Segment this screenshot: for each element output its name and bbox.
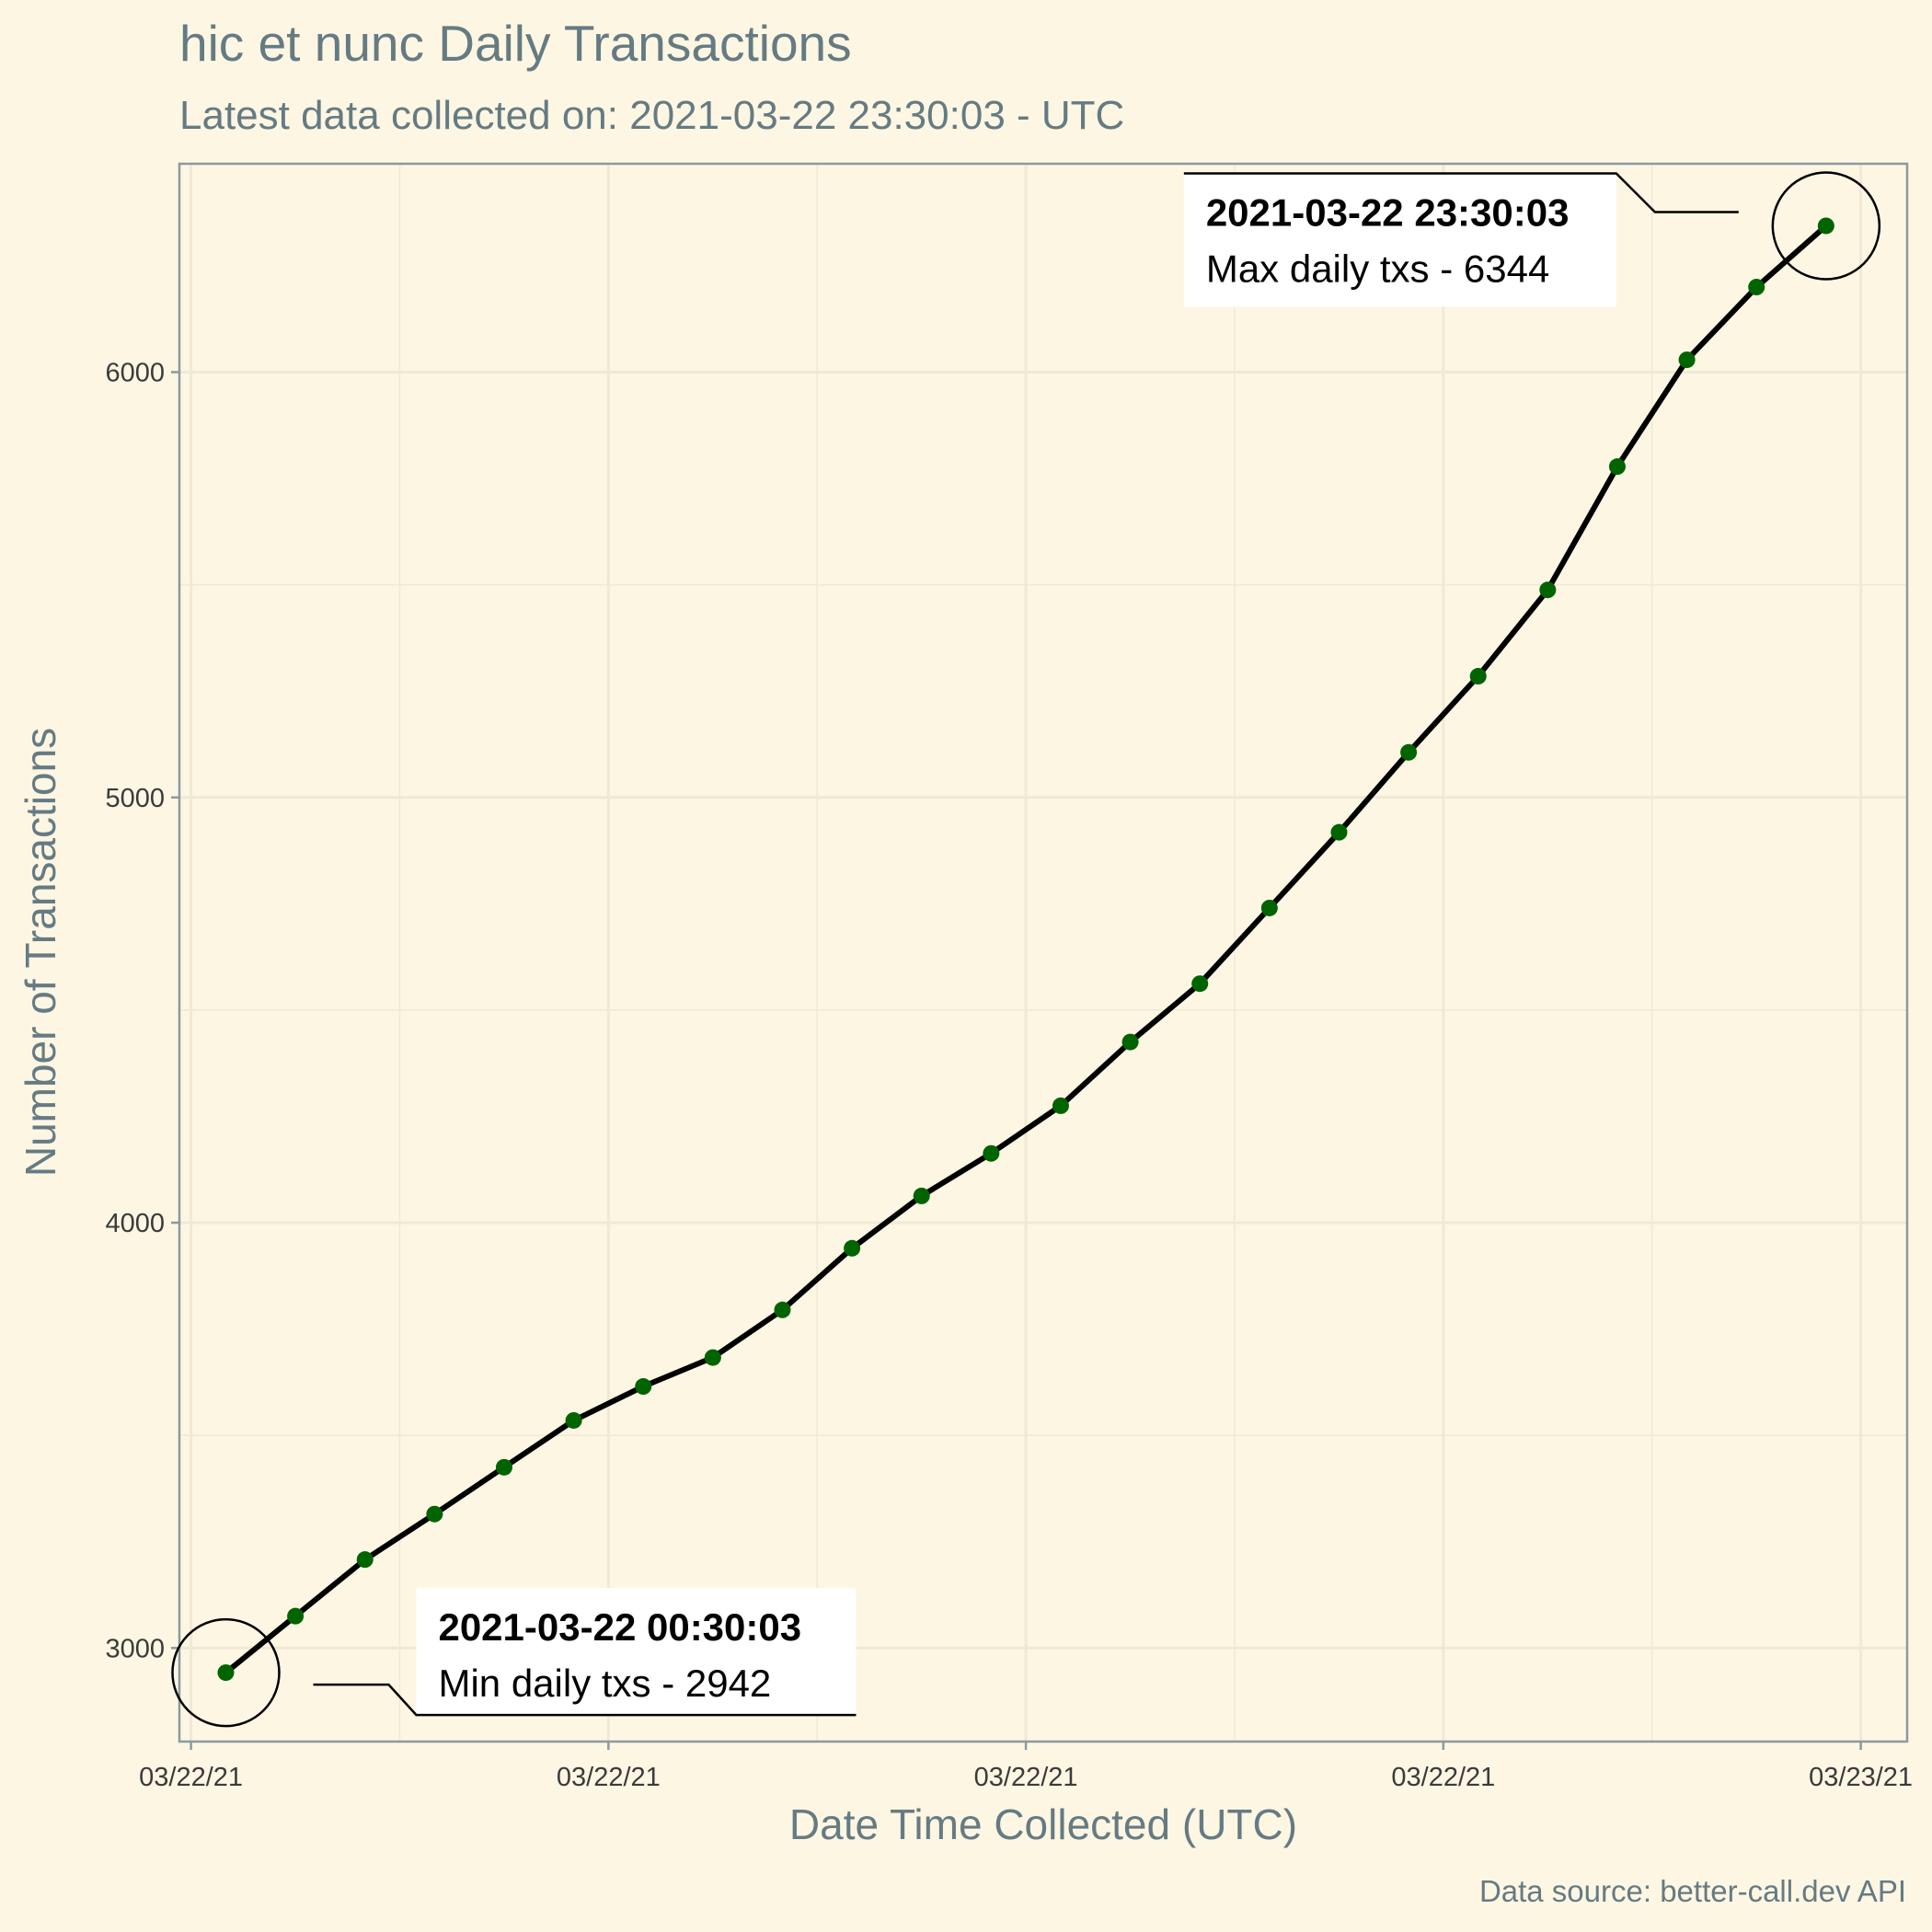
chart-subtitle: Latest data collected on: 2021-03-22 23:… bbox=[179, 93, 1124, 138]
chart-caption: Data source: better-call.dev API bbox=[1479, 1874, 1906, 1908]
min-label-value: Min daily txs - 2942 bbox=[438, 1662, 771, 1705]
max-label-value: Max daily txs - 6344 bbox=[1206, 247, 1550, 290]
data-point bbox=[356, 1551, 374, 1569]
min-label-timestamp: 2021-03-22 00:30:03 bbox=[438, 1605, 801, 1649]
data-point bbox=[1469, 668, 1487, 685]
data-point bbox=[1191, 975, 1209, 993]
max-label-box bbox=[1183, 173, 1616, 307]
panel-border bbox=[178, 162, 1909, 1743]
data-point bbox=[217, 1664, 235, 1682]
data-point bbox=[1400, 743, 1418, 761]
y-tick-label: 6000 bbox=[105, 359, 165, 388]
y-tick-label: 3000 bbox=[105, 1634, 165, 1663]
data-point bbox=[1330, 823, 1348, 841]
grid-lines bbox=[179, 164, 1907, 1742]
x-axis-title: Date Time Collected (UTC) bbox=[789, 1800, 1297, 1848]
data-point bbox=[1817, 217, 1834, 235]
max-label-timestamp: 2021-03-22 23:30:03 bbox=[1206, 190, 1570, 234]
y-axis-tick-labels: 3000 4000 5000 6000 bbox=[105, 359, 165, 1664]
x-axis-tick-labels: 03/22/21 03/22/21 03/22/21 03/22/21 03/23/21 bbox=[139, 1763, 1913, 1792]
data-point bbox=[983, 1144, 1000, 1162]
data-point bbox=[1608, 458, 1626, 476]
data-point bbox=[774, 1301, 791, 1318]
x-tick-label: 03/22/21 bbox=[139, 1763, 243, 1792]
max-label-connector bbox=[1183, 172, 1739, 213]
annotations: 2021-03-22 00:30:03 Min daily txs - 2942 2… bbox=[171, 171, 1881, 1728]
data-point bbox=[1121, 1033, 1139, 1051]
min-label-box bbox=[416, 1588, 857, 1716]
x-tick-label: 03/22/21 bbox=[974, 1763, 1078, 1792]
data-point bbox=[1748, 279, 1765, 296]
data-point bbox=[1539, 581, 1557, 599]
data-point bbox=[426, 1505, 443, 1523]
series-line bbox=[224, 224, 1828, 1675]
x-tick-label: 03/22/21 bbox=[557, 1763, 661, 1792]
data-point bbox=[1260, 899, 1278, 916]
x-tick-label: 03/23/21 bbox=[1809, 1763, 1913, 1792]
y-tick-label: 5000 bbox=[105, 784, 165, 813]
series-points bbox=[217, 217, 1834, 1682]
data-point bbox=[1678, 351, 1696, 369]
min-highlight-circle bbox=[171, 1617, 281, 1728]
data-point bbox=[913, 1187, 930, 1204]
max-highlight-circle bbox=[1771, 171, 1881, 281]
data-point bbox=[844, 1239, 861, 1257]
chart-title: hic et nunc Daily Transactions bbox=[179, 15, 852, 72]
data-point bbox=[495, 1458, 512, 1476]
x-tick-label: 03/22/21 bbox=[1391, 1763, 1495, 1792]
data-point bbox=[287, 1607, 305, 1625]
data-point bbox=[704, 1349, 721, 1366]
y-tick-label: 4000 bbox=[105, 1209, 165, 1238]
data-point bbox=[565, 1411, 582, 1429]
data-point bbox=[1052, 1097, 1069, 1114]
y-axis-title: Number of Transactions bbox=[17, 728, 64, 1177]
data-point bbox=[635, 1378, 652, 1396]
min-label-connector bbox=[313, 1683, 857, 1717]
